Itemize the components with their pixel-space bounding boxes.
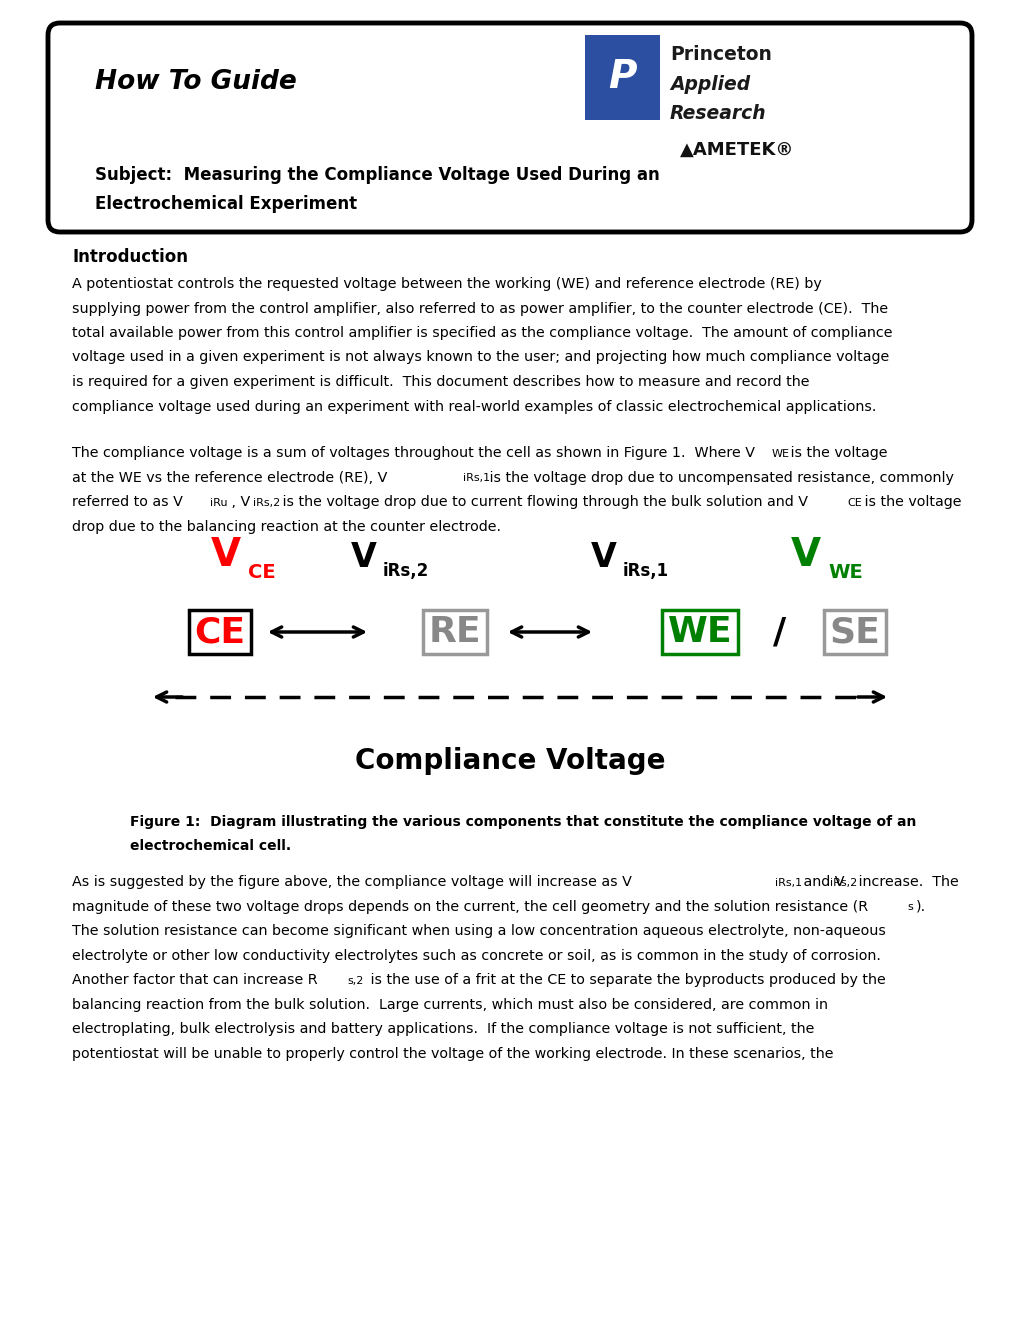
Text: compliance voltage used during an experiment with real-world examples of classic: compliance voltage used during an experi… [72,400,875,413]
Text: /: / [772,615,786,649]
Text: Electrochemical Experiment: Electrochemical Experiment [95,195,357,213]
Text: iRs,2: iRs,2 [382,562,429,579]
FancyBboxPatch shape [48,22,971,232]
Text: The solution resistance can become significant when using a low concentration aq: The solution resistance can become signi… [72,924,886,939]
Text: iRs,1: iRs,1 [623,562,668,579]
Text: and V: and V [798,875,844,888]
Text: is required for a given experiment is difficult.  This document describes how to: is required for a given experiment is di… [72,375,809,389]
Text: is the voltage: is the voltage [859,495,961,510]
Text: ▲AMETEK®: ▲AMETEK® [680,141,794,158]
Text: is the voltage drop due to uncompensated resistance, commonly: is the voltage drop due to uncompensated… [484,470,953,484]
Text: WE: WE [827,564,862,582]
Text: is the use of a frit at the CE to separate the byproducts produced by the: is the use of a frit at the CE to separa… [366,973,884,987]
Text: s: s [907,902,912,912]
Text: WE: WE [667,615,732,649]
Text: electrochemical cell.: electrochemical cell. [129,838,290,853]
Text: CE: CE [195,615,246,649]
Text: Princeton: Princeton [669,45,771,63]
Text: s,2: s,2 [346,975,363,986]
Text: Subject:  Measuring the Compliance Voltage Used During an: Subject: Measuring the Compliance Voltag… [95,166,659,183]
Text: is the voltage drop due to current flowing through the bulk solution and V: is the voltage drop due to current flowi… [278,495,807,510]
Text: ).: ). [915,899,925,913]
Bar [585,36,659,120]
Text: How To Guide: How To Guide [95,69,297,95]
Text: Applied: Applied [669,75,749,94]
Text: increase.  The: increase. The [854,875,958,888]
Text: CE: CE [847,498,861,507]
Text: WE: WE [770,449,789,458]
Text: electrolyte or other low conductivity electrolytes such as concrete or soil, as : electrolyte or other low conductivity el… [72,949,880,962]
Text: iRs,1: iRs,1 [462,473,489,483]
Text: total available power from this control amplifier is specified as the compliance: total available power from this control … [72,326,892,341]
Text: magnitude of these two voltage drops depends on the current, the cell geometry a: magnitude of these two voltage drops dep… [72,899,867,913]
Text: iRs,1: iRs,1 [774,878,802,887]
Text: Another factor that can increase R: Another factor that can increase R [72,973,317,987]
Text: A potentiostat controls the requested voltage between the working (WE) and refer: A potentiostat controls the requested vo… [72,277,821,290]
Text: RE: RE [428,615,481,649]
Text: CE: CE [248,564,275,582]
Text: iRu: iRu [210,498,227,507]
Text: $\mathbf{V}$: $\mathbf{V}$ [210,536,242,574]
Text: iRs,2: iRs,2 [829,878,856,887]
Text: SE: SE [828,615,879,649]
Text: iRs,2: iRs,2 [253,498,280,507]
Text: P: P [607,58,636,96]
Text: The compliance voltage is a sum of voltages throughout the cell as shown in Figu: The compliance voltage is a sum of volta… [72,446,754,459]
Text: Compliance Voltage: Compliance Voltage [355,747,664,775]
Text: at the WE vs the reference electrode (RE), V: at the WE vs the reference electrode (RE… [72,470,387,484]
Text: balancing reaction from the bulk solution.  Large currents, which must also be c: balancing reaction from the bulk solutio… [72,998,827,1011]
Text: is the voltage: is the voltage [785,446,887,459]
Text: Figure 1:  Diagram illustrating the various components that constitute the compl: Figure 1: Diagram illustrating the vario… [129,814,915,829]
Text: $\mathbf{V}$: $\mathbf{V}$ [350,541,377,574]
Text: , V: , V [227,495,250,510]
Text: supplying power from the control amplifier, also referred to as power amplifier,: supplying power from the control amplifi… [72,301,888,315]
Text: electroplating, bulk electrolysis and battery applications.  If the compliance v: electroplating, bulk electrolysis and ba… [72,1022,813,1036]
Text: drop due to the balancing reaction at the counter electrode.: drop due to the balancing reaction at th… [72,520,500,533]
Text: potentiostat will be unable to properly control the voltage of the working elect: potentiostat will be unable to properly … [72,1047,833,1060]
Text: As is suggested by the figure above, the compliance voltage will increase as V: As is suggested by the figure above, the… [72,875,631,888]
Text: voltage used in a given experiment is not always known to the user; and projecti: voltage used in a given experiment is no… [72,351,889,364]
Text: $\mathbf{V}$: $\mathbf{V}$ [589,541,618,574]
Text: Introduction: Introduction [72,248,187,267]
Text: Research: Research [669,104,766,123]
Text: $\mathbf{V}$: $\mathbf{V}$ [790,536,821,574]
Text: referred to as V: referred to as V [72,495,182,510]
